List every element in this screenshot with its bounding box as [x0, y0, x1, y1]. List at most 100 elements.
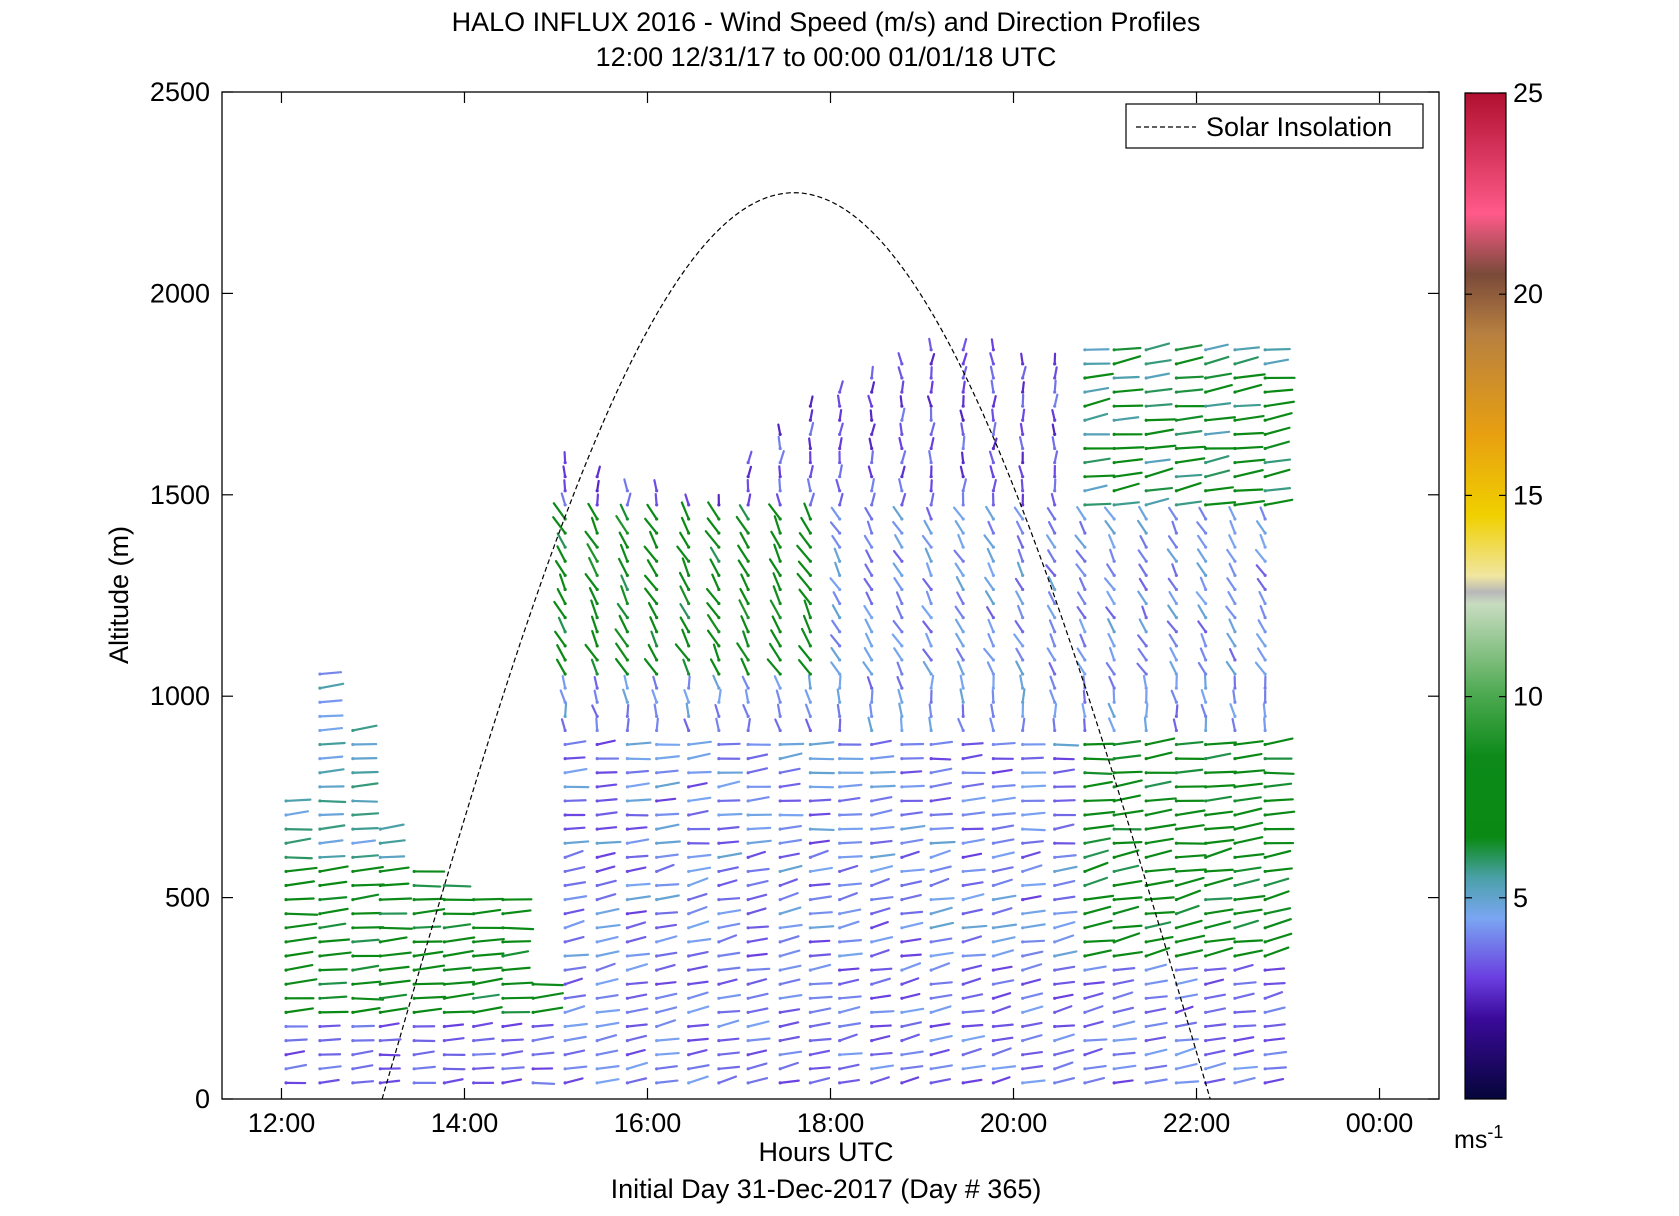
wind-barb-origin	[1112, 898, 1116, 902]
wind-barb	[900, 893, 922, 901]
wind-barb	[1083, 484, 1108, 492]
wind-barb	[596, 1034, 618, 1042]
wind-barb	[596, 840, 622, 845]
wind-barb	[1113, 950, 1143, 958]
wind-barb	[962, 993, 984, 1000]
wind-barb	[1175, 1038, 1199, 1042]
wind-barb	[1229, 520, 1237, 535]
wind-barb-origin	[1233, 1053, 1237, 1057]
wind-barb-origin	[284, 954, 288, 958]
wind-barb-origin	[1174, 883, 1178, 888]
wind-barb-origin	[778, 1067, 782, 1071]
wind-barb-origin	[870, 489, 874, 493]
wind-barb-origin	[412, 1067, 416, 1071]
wind-barb	[738, 504, 750, 521]
wind-barb	[1145, 995, 1168, 1000]
wind-barb-origin	[625, 841, 629, 845]
wind-barb-origin	[1233, 714, 1237, 718]
wind-barb-origin	[961, 898, 965, 902]
wind-barb-origin	[1204, 700, 1208, 704]
wind-barb-origin	[1053, 376, 1057, 380]
wind-barb-origin	[1144, 714, 1148, 718]
wind-barb	[717, 879, 738, 887]
wind-barb	[717, 1051, 740, 1056]
wind-barb	[870, 920, 889, 929]
wind-barb	[772, 572, 782, 591]
wind-barb	[564, 702, 568, 718]
wind-barb-origin	[1144, 503, 1148, 507]
wind-barb	[1053, 865, 1078, 873]
wind-barb-origin	[808, 1053, 812, 1057]
wind-barb	[1137, 590, 1148, 605]
wind-barb	[1053, 799, 1076, 803]
wind-barb	[1138, 577, 1148, 591]
wind-barb	[930, 906, 953, 915]
wind-barb	[532, 1081, 556, 1085]
wind-barb	[1113, 1064, 1137, 1070]
wind-barb-origin	[778, 630, 782, 634]
wind-barb	[807, 674, 812, 690]
wind-barb	[1113, 779, 1143, 788]
wind-barb-origin	[563, 841, 567, 845]
x-tick-label: 00:00	[1346, 1108, 1414, 1138]
wind-barb	[564, 994, 587, 1000]
wind-barb	[1139, 535, 1148, 549]
wind-barb	[838, 882, 863, 887]
wind-barb-origin	[531, 982, 535, 986]
wind-barb	[930, 767, 953, 774]
wind-barb-origin	[900, 841, 904, 845]
wind-barb	[1017, 548, 1024, 563]
colorbar-frame	[1464, 92, 1507, 1100]
wind-barb	[584, 643, 599, 662]
y-tick-label: 1000	[150, 681, 210, 711]
wind-barb	[870, 478, 875, 492]
wind-barb-origin	[1233, 982, 1237, 986]
wind-barb-origin	[900, 968, 904, 972]
wind-barb-origin	[1263, 912, 1267, 916]
y-tick-label: 500	[165, 883, 210, 913]
wind-barb-origin	[808, 1067, 812, 1071]
wind-barb	[413, 950, 444, 958]
wind-barb-origin	[808, 404, 812, 408]
wind-barb	[626, 1048, 646, 1056]
wind-barb	[740, 657, 750, 676]
wind-barb-origin	[1174, 827, 1178, 831]
wind-barb-origin	[961, 601, 965, 606]
x-tick-label: 18:00	[797, 1108, 865, 1138]
wind-barb-origin	[1204, 1024, 1208, 1029]
wind-barb-origin	[1021, 785, 1025, 789]
wind-barb	[1053, 478, 1057, 492]
wind-barb-origin	[838, 517, 842, 521]
wind-barb-origin	[351, 785, 355, 789]
wind-barb	[830, 634, 841, 647]
wind-barb	[564, 849, 584, 859]
wind-barb-origin	[655, 827, 659, 831]
wind-barb-origin	[929, 883, 933, 888]
wind-barb-origin	[870, 573, 874, 577]
wind-barb-origin	[563, 587, 567, 592]
wind-barb-origin	[284, 1067, 288, 1071]
wind-barb	[930, 1078, 951, 1084]
wind-barb	[705, 587, 720, 605]
wind-barb	[923, 519, 933, 535]
wind-barb-origin	[442, 912, 446, 916]
wind-barb	[962, 838, 986, 845]
wind-barb-origin	[595, 644, 599, 648]
wind-barb-origin	[717, 700, 721, 704]
wind-barb	[992, 421, 997, 436]
wind-barb	[1109, 548, 1116, 563]
wind-barb	[1175, 1047, 1197, 1056]
wind-barb-origin	[563, 630, 567, 634]
wind-barb	[618, 614, 629, 633]
wind-barb-origin	[870, 799, 874, 803]
wind-barb-origin	[442, 1067, 446, 1071]
wind-barb-origin	[687, 926, 691, 930]
wind-barb	[687, 809, 709, 817]
wind-barb-origin	[991, 757, 995, 761]
wind-barb-origin	[1233, 531, 1237, 535]
wind-barb-origin	[929, 827, 933, 831]
wind-barb-origin	[563, 827, 567, 831]
wind-barb	[1264, 798, 1294, 803]
wind-barb-origin	[961, 672, 965, 676]
wind-barb	[954, 618, 965, 633]
